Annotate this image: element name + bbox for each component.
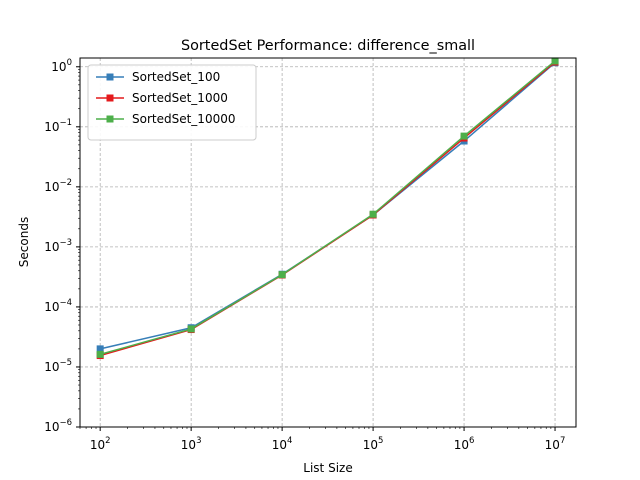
legend-item: SortedSet_10000 xyxy=(96,112,235,126)
x-tick-label: 107 xyxy=(545,436,566,452)
legend: SortedSet_100 SortedSet_1000 SortedSet_100… xyxy=(87,64,257,141)
chart-title: SortedSet Performance: difference_small xyxy=(181,38,475,54)
data-point xyxy=(96,345,104,353)
x-tick-label: 102 xyxy=(90,436,111,452)
x-axis: 102 103 104 105 106 107 xyxy=(79,427,566,452)
y-tick-label: 10−5 xyxy=(44,358,72,374)
legend-label: SortedSet_10000 xyxy=(132,112,235,126)
y-tick-label: 10−3 xyxy=(44,238,72,254)
legend-marker xyxy=(106,94,114,102)
data-point xyxy=(369,210,377,218)
x-tick-label: 103 xyxy=(181,436,202,452)
series-line xyxy=(99,60,556,356)
series-layer xyxy=(96,57,559,360)
y-tick-label: 100 xyxy=(51,58,72,74)
legend-box xyxy=(87,64,257,141)
y-tick-label: 10−1 xyxy=(44,118,72,134)
y-axis-label: Seconds xyxy=(17,217,31,267)
legend-marker xyxy=(106,73,114,81)
legend-marker xyxy=(106,115,114,123)
y-tick-label: 10−4 xyxy=(44,298,72,314)
y-tick-label: 10−6 xyxy=(44,418,72,434)
legend-item: SortedSet_1000 xyxy=(96,91,228,105)
plot-frame xyxy=(79,57,577,428)
x-tick-label: 105 xyxy=(363,436,384,452)
data-point xyxy=(96,350,104,358)
data-point xyxy=(187,325,195,333)
data-point xyxy=(278,271,286,279)
x-tick-label: 106 xyxy=(454,436,475,452)
legend-label: SortedSet_1000 xyxy=(132,91,228,105)
legend-label: SortedSet_100 xyxy=(132,70,220,84)
series-sortedset-10000 xyxy=(96,57,559,358)
legend-item: SortedSet_100 xyxy=(96,70,220,84)
x-axis-label: List Size xyxy=(303,461,352,475)
data-point xyxy=(460,132,468,140)
x-tick-label: 104 xyxy=(272,436,293,452)
data-point xyxy=(551,57,559,65)
y-tick-label: 10−2 xyxy=(44,178,72,194)
y-axis: 10−6 10−5 10−4 10−3 10−2 10−1 100 xyxy=(44,58,80,434)
